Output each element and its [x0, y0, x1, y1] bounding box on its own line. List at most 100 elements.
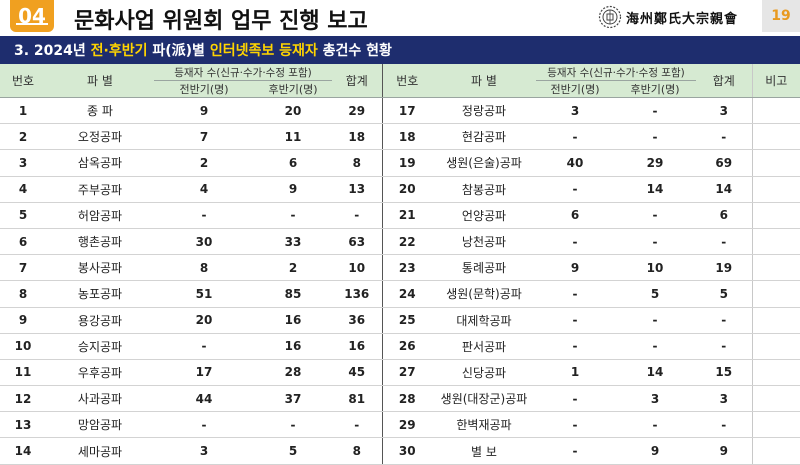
- row-second-half: 11: [254, 123, 332, 151]
- row-second-half: 37: [254, 385, 332, 413]
- table-row: 10 승지공파 -16 16 26 판서공파 - - -: [0, 333, 800, 360]
- row-total-2: 19: [696, 254, 752, 282]
- row-no-2: 24: [381, 280, 432, 308]
- row-total-2: -: [696, 411, 752, 439]
- row-first-half: -: [154, 202, 254, 229]
- row-first-half: 9: [154, 97, 254, 125]
- table-row: 5 허암공파 - - -21 언양공파 6-6: [0, 202, 800, 229]
- row-branch: 허암공파: [46, 202, 154, 229]
- header-no-2: 번호: [381, 64, 432, 98]
- row-no: 4: [0, 176, 46, 203]
- row-no-2: 26: [381, 333, 432, 360]
- section-subtitle-bar: 3. 2024년 전·후반기 파(派)별 인터넷족보 등재자 총건수 현황: [0, 36, 800, 64]
- row-note: [751, 333, 800, 360]
- row-first-half-2: -: [536, 333, 614, 360]
- row-branch-2: 판서공파: [432, 333, 536, 360]
- clan-seal-icon: [598, 5, 622, 29]
- row-second-half-2: -: [614, 411, 696, 439]
- row-total-2: -: [696, 123, 752, 151]
- row-no-2: 23: [381, 254, 432, 282]
- row-second-half: -: [254, 411, 332, 439]
- header-branch-2: 파 별: [432, 64, 536, 98]
- row-branch-2: 생원(은술)공파: [432, 149, 536, 177]
- row-branch: 사과공파: [46, 385, 154, 413]
- row-total-2: 15: [696, 359, 752, 387]
- row-note: [751, 97, 800, 125]
- row-total-2: 5: [696, 280, 752, 308]
- row-first-half: 4: [154, 176, 254, 203]
- row-total: 81: [332, 385, 382, 413]
- row-total: 10: [332, 254, 382, 282]
- row-second-half-2: 29: [614, 149, 696, 177]
- row-total-2: 14: [696, 176, 752, 203]
- row-first-half-2: 40: [536, 149, 614, 177]
- row-first-half: 3: [154, 437, 254, 465]
- row-no-2: 30: [381, 437, 432, 465]
- row-no: 3: [0, 149, 46, 177]
- page-title: 문화사업 위원회 업무 진행 보고: [74, 9, 368, 34]
- row-branch-2: 한벽재공파: [432, 411, 536, 439]
- row-branch-2: 정랑공파: [432, 97, 536, 125]
- row-first-half-2: -: [536, 411, 614, 439]
- row-total: 16: [332, 333, 382, 360]
- row-first-half: 8: [154, 254, 254, 282]
- row-no: 1: [0, 97, 46, 125]
- row-note: [751, 254, 800, 282]
- table-row: 8 농포공파 51 85 136 24 생원(문학)공파 -5 5: [0, 280, 800, 308]
- row-first-half: 7: [154, 123, 254, 151]
- row-branch: 봉사공파: [46, 254, 154, 282]
- row-second-half: 2: [254, 254, 332, 282]
- row-total-2: -: [696, 333, 752, 360]
- row-first-half: 30: [154, 228, 254, 256]
- row-branch-2: 현감공파: [432, 123, 536, 151]
- row-total: 36: [332, 307, 382, 334]
- row-second-half-2: -: [614, 228, 696, 256]
- row-second-half-2: 3: [614, 385, 696, 413]
- row-total-2: 6: [696, 202, 752, 229]
- row-branch-2: 언양공파: [432, 202, 536, 229]
- row-no: 11: [0, 359, 46, 387]
- row-branch-2: 대제학공파: [432, 307, 536, 334]
- row-first-half: 2: [154, 149, 254, 177]
- row-note: [751, 437, 800, 465]
- row-first-half-2: 1: [536, 359, 614, 387]
- row-no-2: 29: [381, 411, 432, 439]
- row-no-2: 27: [381, 359, 432, 387]
- row-total: 136: [332, 280, 382, 308]
- row-second-half-2: 5: [614, 280, 696, 308]
- row-total-2: -: [696, 228, 752, 256]
- row-first-half-2: -: [536, 123, 614, 151]
- row-branch-2: 생원(대장군)공파: [432, 385, 536, 413]
- row-note: [751, 123, 800, 151]
- row-first-half: 51: [154, 280, 254, 308]
- row-total: -: [332, 411, 382, 439]
- row-first-half-2: 3: [536, 97, 614, 125]
- row-first-half: -: [154, 411, 254, 439]
- row-second-half-2: -: [614, 97, 696, 125]
- row-branch: 농포공파: [46, 280, 154, 308]
- row-total: -: [332, 202, 382, 229]
- header-branch: 파 별: [46, 64, 154, 98]
- section-badge-underline: [16, 23, 48, 25]
- row-no-2: 25: [381, 307, 432, 334]
- subtitle-suffix: 총건수 현황: [317, 43, 392, 59]
- row-second-half: 28: [254, 359, 332, 387]
- row-no-2: 17: [381, 97, 432, 125]
- table-row: 12 사과공파 44 37 81 28 생원(대장군)공파 -3 3: [0, 385, 800, 413]
- table-row: 11 우후공파 17 28 45 27 신당공파 1 14 15: [0, 359, 800, 387]
- header-no: 번호: [0, 64, 46, 98]
- header-second-half-2: 후반기(명): [614, 80, 696, 98]
- table-row: 4 주부공파 4 9 13 20 참봉공파 -14 14: [0, 176, 800, 203]
- row-branch: 주부공파: [46, 176, 154, 203]
- registrants-table: 번호 파 별 등재자 수(신규·수가·수정 포함) 합계 번호 파 별 등재자 …: [0, 64, 800, 465]
- row-no: 5: [0, 202, 46, 229]
- subtitle-highlight-registrants: 인터넷족보 등재자: [209, 43, 318, 59]
- row-no: 14: [0, 437, 46, 465]
- row-second-half: 16: [254, 307, 332, 334]
- row-second-half: 6: [254, 149, 332, 177]
- subtitle-mid: 파(派)별: [147, 43, 210, 59]
- row-note: [751, 176, 800, 203]
- row-no-2: 19: [381, 149, 432, 177]
